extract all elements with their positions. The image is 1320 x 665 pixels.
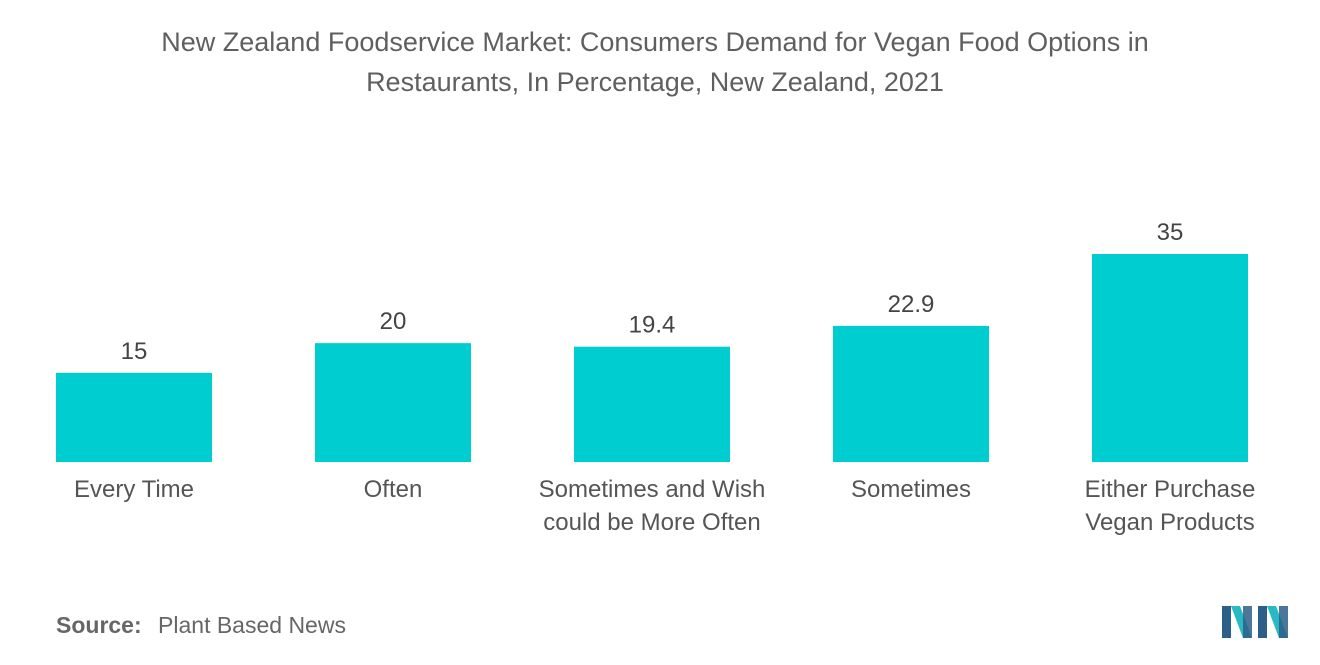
bar <box>833 325 989 462</box>
bar-chart: 15 Every Time 20 Often 19.4 Sometimes and Wis… <box>56 219 1256 536</box>
source-label: Source: <box>56 612 142 638</box>
category-label-line: Often <box>364 476 423 503</box>
category-label-line: Sometimes <box>851 476 971 503</box>
category-label: Sometimes <box>851 476 971 503</box>
category-label: Often <box>364 476 423 503</box>
category-label: Sometimes and Wish could be More Often <box>539 476 766 536</box>
category-label-line: Vegan Products <box>1085 509 1254 536</box>
category-label: Either Purchase Vegan Products <box>1085 476 1256 536</box>
data-label: 22.9 <box>888 291 935 318</box>
data-label: 15 <box>121 338 148 365</box>
category-label-line: Either Purchase <box>1085 476 1256 503</box>
category-label-line: Sometimes and Wish <box>539 476 766 503</box>
source-text: Plant Based News <box>158 612 346 638</box>
data-label: 19.4 <box>629 312 676 339</box>
category-label-line: could be More Often <box>543 509 760 536</box>
source-line: Source: Plant Based News <box>56 612 346 639</box>
chart-title-line-1: New Zealand Foodservice Market: Consumer… <box>161 27 1149 57</box>
data-label: 35 <box>1157 219 1184 246</box>
bar <box>56 372 212 462</box>
category-label: Every Time <box>74 476 194 503</box>
category-label-line: Every Time <box>74 476 194 503</box>
chart-title-line-2: Restaurants, In Percentage, New Zealand,… <box>366 67 944 97</box>
bar <box>315 343 471 462</box>
chart-title: New Zealand Foodservice Market: Consumer… <box>40 22 1270 102</box>
mordor-intelligence-logo-icon <box>1222 606 1288 638</box>
bar <box>574 346 730 462</box>
data-label: 20 <box>380 308 407 335</box>
bar <box>1092 254 1248 462</box>
